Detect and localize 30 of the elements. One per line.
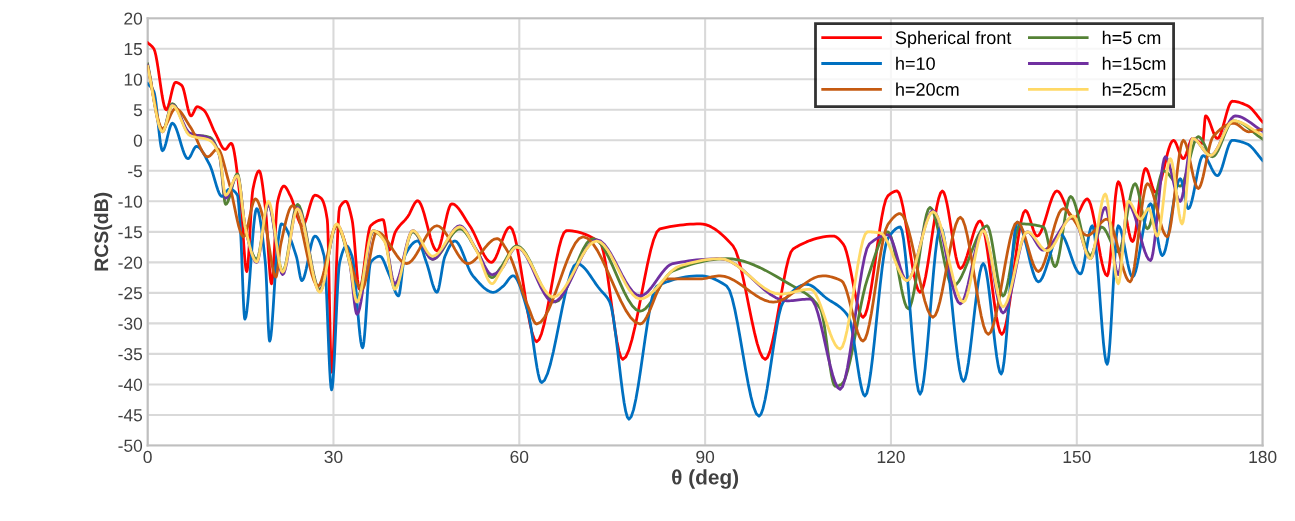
y-tick-label: 15 — [124, 43, 143, 56]
y-tick-label: -10 — [118, 195, 143, 208]
x-tick-label: 30 — [324, 450, 343, 464]
x-tick-label: 90 — [696, 450, 715, 464]
legend-label: h=25cm — [1102, 82, 1166, 96]
x-tick-label: 150 — [1063, 450, 1091, 464]
x-tick-label: 60 — [510, 450, 529, 464]
x-tick-label: 180 — [1249, 450, 1277, 464]
legend-label: h=15cm — [1102, 56, 1166, 70]
y-tick-label: 5 — [133, 104, 143, 117]
x-tick-label: 0 — [143, 450, 152, 464]
y-tick-label: 10 — [124, 73, 143, 86]
y-tick-label: -20 — [118, 256, 143, 269]
y-tick-label: -40 — [118, 378, 143, 391]
y-axis-title: RCS(dB) — [94, 192, 113, 271]
legend-label: h=5 cm — [1102, 30, 1161, 45]
y-tick-label: -25 — [118, 287, 143, 300]
x-axis-title: θ (deg) — [672, 469, 739, 489]
y-tick-label: -30 — [118, 317, 143, 330]
legend-label: Spherical front — [895, 30, 1012, 48]
y-tick-label: -45 — [118, 409, 143, 422]
y-tick-label: -50 — [118, 439, 143, 452]
y-tick-label: -5 — [128, 165, 143, 178]
y-tick-label: -15 — [118, 226, 143, 239]
x-tick-label: 120 — [877, 450, 905, 464]
y-tick-label: 20 — [124, 12, 143, 25]
legend-label: h=10 — [896, 56, 935, 70]
y-tick-label: 0 — [133, 134, 143, 147]
legend-label: h=20cm — [896, 82, 959, 96]
y-tick-label: -35 — [118, 348, 143, 361]
